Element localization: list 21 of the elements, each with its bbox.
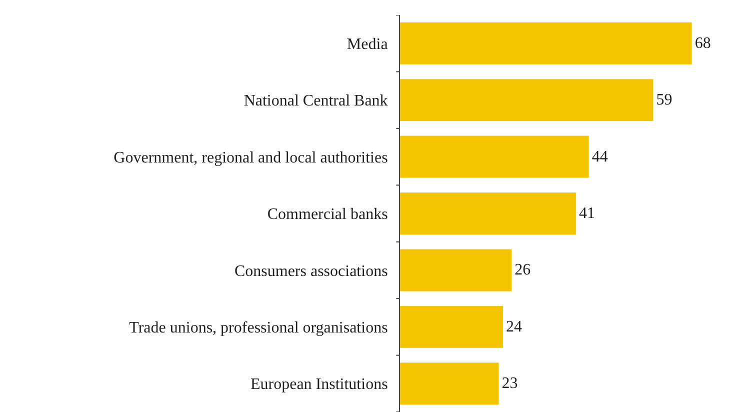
y-tick-label: Commercial banks bbox=[267, 206, 388, 224]
data-label: 68 bbox=[694, 34, 711, 52]
bar bbox=[400, 136, 589, 178]
data-label: 59 bbox=[656, 92, 672, 109]
y-tick-label: Trade unions, professional organisations bbox=[129, 320, 388, 337]
y-tick-label: Consumers associations bbox=[234, 262, 388, 280]
bar bbox=[400, 192, 576, 234]
data-label: 44 bbox=[592, 148, 608, 166]
y-tick-label: Government, regional and local authorities bbox=[114, 149, 388, 166]
y-tick-label: European Institutions bbox=[250, 376, 388, 394]
y-tick-label: Media bbox=[346, 36, 388, 53]
bar bbox=[400, 249, 512, 292]
bar bbox=[400, 79, 654, 122]
data-label: 26 bbox=[514, 262, 531, 279]
data-label: 23 bbox=[502, 375, 518, 392]
data-label: 41 bbox=[578, 205, 595, 222]
data-label: 24 bbox=[506, 318, 522, 336]
y-tick-label: National Central Bank bbox=[244, 92, 388, 110]
bar bbox=[400, 362, 499, 405]
bar bbox=[400, 306, 503, 348]
bar bbox=[400, 22, 692, 64]
